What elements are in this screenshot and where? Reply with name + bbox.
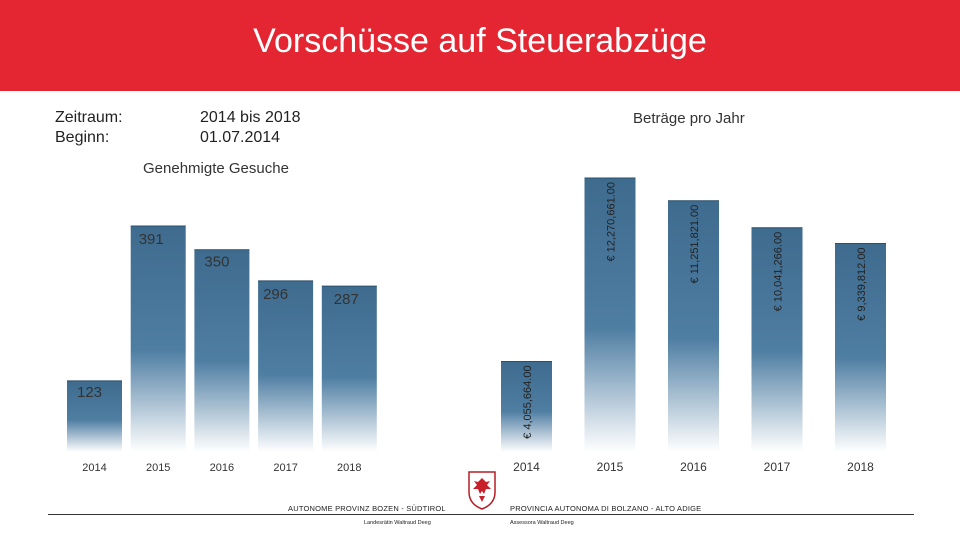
amount-value-label-2015: € 12,270,661.00 — [606, 182, 618, 262]
footer-org-german: AUTONOME PROVINZ BOZEN - SÜDTIROL — [288, 504, 446, 513]
footer-person-italian: Assessora Waltraud Deeg — [510, 520, 574, 526]
amount-bar-2017 — [751, 227, 803, 452]
requests-bar-2018 — [321, 286, 377, 452]
requests-bar-2016 — [194, 249, 250, 452]
requests-x-tick-2016: 2016 — [210, 462, 234, 474]
requests-bar-2014 — [67, 380, 122, 452]
amount-bar-2014 — [501, 361, 552, 452]
requests-bar-2017 — [258, 280, 314, 452]
amounts-per-year-title: Beträge pro Jahr — [633, 110, 745, 127]
footer-org-italian: PROVINCIA AUTONOMA DI BOLZANO - ALTO ADI… — [510, 504, 702, 513]
amount-x-tick-2014: 2014 — [513, 460, 540, 474]
approved-requests-chart: 123 2014 391 2015 350 2016 296 2017 287 2018 — [67, 225, 377, 474]
requests-x-tick-2018: 2018 — [337, 462, 361, 474]
approved-requests-title: Genehmigte Gesuche — [143, 160, 289, 177]
period-value: 2014 bis 2018 — [200, 109, 301, 126]
start-label: Beginn: — [55, 129, 110, 146]
requests-value-label-2017: 296 — [263, 286, 288, 303]
footer-divider — [48, 514, 914, 515]
amount-x-tick-2015: 2015 — [597, 460, 624, 474]
amount-x-tick-2017: 2017 — [764, 460, 791, 474]
requests-value-label-2014: 123 — [77, 384, 102, 401]
requests-value-label-2018: 287 — [334, 291, 359, 308]
amount-x-tick-2018: 2018 — [847, 460, 874, 474]
amount-value-label-2017: € 10,041,266.00 — [773, 232, 785, 312]
requests-bar-2015 — [130, 226, 186, 452]
header-bar — [0, 0, 960, 91]
amount-value-label-2018: € 9,339,812.00 — [856, 247, 868, 320]
start-value: 01.07.2014 — [200, 129, 281, 146]
requests-x-tick-2014: 2014 — [82, 462, 106, 474]
amounts-per-year-chart: € 4,055,664.00 2014 € 12,270,661.00 2015 € 1… — [501, 177, 886, 474]
amount-bar-2015 — [584, 178, 636, 452]
period-label: Zeitraum: — [55, 109, 123, 126]
requests-value-label-2016: 350 — [204, 254, 229, 271]
amount-bar-2016 — [668, 200, 719, 452]
amount-bar-2018 — [835, 243, 886, 452]
page-title: Vorschüsse auf Steuerabzüge — [253, 22, 707, 60]
amount-x-tick-2016: 2016 — [680, 460, 707, 474]
requests-x-tick-2017: 2017 — [273, 462, 297, 474]
requests-x-tick-2015: 2015 — [146, 462, 170, 474]
coat-of-arms-icon — [468, 471, 496, 510]
requests-value-label-2015: 391 — [139, 231, 164, 248]
amount-value-label-2014: € 4,055,664.00 — [522, 365, 534, 438]
amount-value-label-2016: € 11,251,821.00 — [689, 205, 701, 284]
footer-person-german: Landesrätin Waltraud Deeg — [364, 520, 431, 526]
